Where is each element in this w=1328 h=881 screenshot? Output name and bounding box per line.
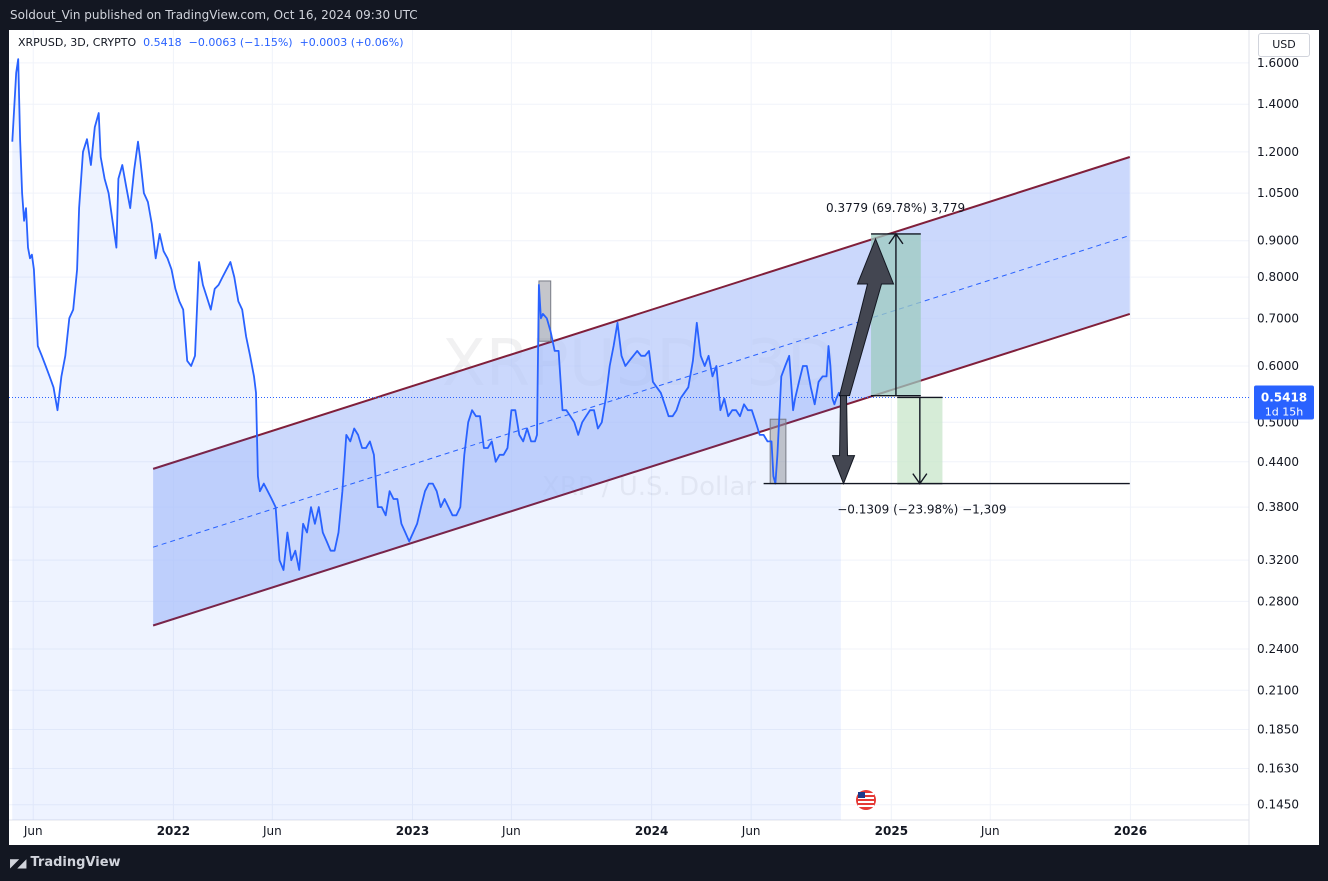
last-price-value: 0.5418 bbox=[1261, 390, 1307, 404]
x-tick-label: 2024 bbox=[635, 824, 668, 838]
footer: ◤◢ TradingView bbox=[0, 845, 1328, 881]
y-axis: 1.6000 1.4000 1.2000 1.0500 0.9000 0.8000 0.70… bbox=[1254, 56, 1314, 812]
x-tick-label: 2023 bbox=[396, 824, 429, 838]
x-tick-label: 2026 bbox=[1114, 824, 1147, 838]
tradingview-logo[interactable]: ◤◢ TradingView bbox=[10, 855, 121, 870]
x-tick-label: 2022 bbox=[157, 824, 190, 838]
flag-stripe bbox=[858, 797, 874, 799]
legend-symbol: XRPUSD, 3D, CRYPTO bbox=[18, 36, 137, 49]
y-tick-label: 0.2100 bbox=[1257, 683, 1299, 697]
last-price-badge bbox=[1254, 385, 1314, 420]
y-tick-label: 0.2400 bbox=[1257, 642, 1299, 656]
y-tick-label: 0.7000 bbox=[1257, 311, 1299, 325]
y-tick-label: 1.6000 bbox=[1257, 56, 1299, 70]
y-tick-label: 0.8000 bbox=[1257, 270, 1299, 284]
flag-stripe bbox=[858, 793, 874, 795]
publish-info: Soldout_Vin published on TradingView.com… bbox=[10, 8, 418, 22]
measure-label: 0.3779 (69.78%) 3,779 bbox=[826, 201, 965, 215]
x-tick-label: Jun bbox=[262, 824, 282, 838]
currency-button[interactable]: USD bbox=[1258, 33, 1310, 57]
projection-arrow bbox=[831, 237, 895, 485]
x-axis: Jun 2022 Jun 2023 Jun 2024 Jun 2025 Jun 2026 bbox=[23, 824, 1147, 838]
price-area-fill bbox=[12, 59, 841, 821]
brand-name: TradingView bbox=[30, 855, 121, 870]
flag-stripe bbox=[858, 805, 874, 807]
price-line bbox=[11, 58, 842, 571]
y-tick-label: 1.4000 bbox=[1257, 97, 1299, 111]
projection-arrow-down bbox=[831, 395, 856, 485]
flag-stripe bbox=[858, 801, 874, 803]
tradingview-logo-icon: ◤◢ bbox=[10, 855, 27, 870]
measure-arrowhead bbox=[888, 232, 904, 245]
flag-canton bbox=[858, 792, 865, 798]
y-tick-label: 1.0500 bbox=[1257, 186, 1299, 200]
y-tick-label: 0.4400 bbox=[1257, 455, 1299, 469]
last-price-countdown: 1d 15h bbox=[1265, 405, 1303, 418]
x-tick-label: Jun bbox=[23, 824, 43, 838]
x-tick-label: Jun bbox=[501, 824, 521, 838]
y-tick-label: 1.2000 bbox=[1257, 145, 1299, 159]
measure-arrowhead bbox=[912, 473, 928, 485]
y-tick-label: 0.9000 bbox=[1257, 234, 1299, 248]
chart-frame[interactable]: XRPUSD, 3DXRP / U.S. Dollar 0.3779 (69.7… bbox=[9, 30, 1319, 845]
x-tick-label: Jun bbox=[980, 824, 1000, 838]
projection-arrow-up bbox=[838, 237, 895, 397]
measure-label: −0.1309 (−23.98%) −1,309 bbox=[837, 503, 1006, 517]
channel-lower bbox=[152, 312, 1131, 627]
price-area bbox=[12, 59, 841, 821]
legend-last: 0.5418 bbox=[143, 36, 182, 49]
flag-icon bbox=[856, 790, 876, 810]
legend-change2: +0.0003 (+0.06%) bbox=[299, 36, 404, 49]
y-tick-label: 0.3200 bbox=[1257, 553, 1299, 567]
price-series bbox=[11, 58, 842, 571]
y-tick-label: 0.2800 bbox=[1257, 594, 1299, 608]
publish-bar: Soldout_Vin published on TradingView.com… bbox=[0, 0, 1328, 30]
legend: XRPUSD, 3D, CRYPTO 0.5418 −0.0063 (−1.15… bbox=[18, 36, 404, 49]
y-tick-label: 0.3800 bbox=[1257, 500, 1299, 514]
price-chart[interactable]: XRPUSD, 3DXRP / U.S. Dollar 0.3779 (69.7… bbox=[9, 30, 1319, 845]
y-tick-label: 0.1630 bbox=[1257, 762, 1299, 776]
y-tick-label: 0.1450 bbox=[1257, 798, 1299, 812]
legend-change: −0.0063 (−1.15%) bbox=[188, 36, 293, 49]
x-tick-label: 2025 bbox=[875, 824, 908, 838]
channel-upper bbox=[152, 156, 1131, 470]
y-tick-label: 0.1850 bbox=[1257, 722, 1299, 736]
y-tick-label: 0.6000 bbox=[1257, 359, 1299, 373]
x-tick-label: Jun bbox=[741, 824, 761, 838]
